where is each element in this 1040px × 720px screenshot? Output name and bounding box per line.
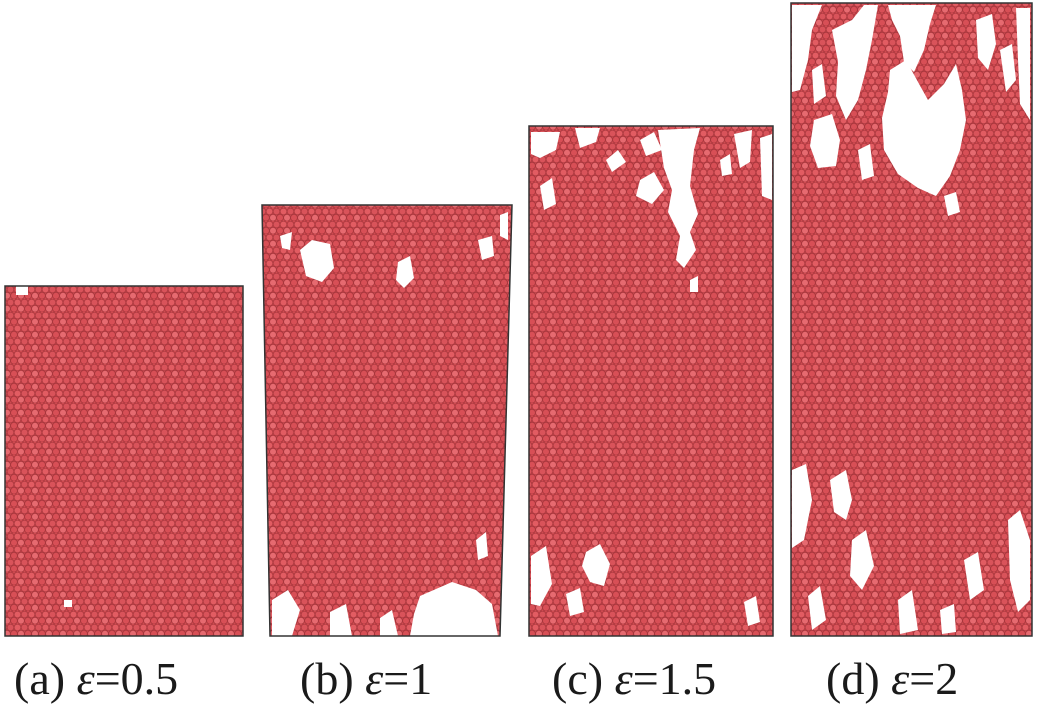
panel-c — [528, 125, 774, 637]
panel-a-caption-prefix: (a) — [14, 653, 77, 704]
panel-a-caption-symbol: ε — [76, 653, 95, 704]
panel-d-caption: (d) ε=2 — [826, 656, 958, 702]
panel-d-caption-symbol: ε — [891, 653, 910, 704]
panel-c-frame — [528, 125, 774, 637]
panel-d-frame — [790, 2, 1033, 637]
panel-d-caption-value: =2 — [909, 653, 959, 704]
panel-b-caption-symbol: ε — [365, 653, 384, 704]
panel-c-caption-symbol: ε — [614, 653, 633, 704]
panel-c-caption: (c) ε=1.5 — [552, 656, 716, 702]
panel-b-caption-prefix: (b) — [300, 653, 366, 704]
panel-a-particles — [5, 286, 243, 636]
panel-b-caption: (b) ε=1 — [300, 656, 432, 702]
panel-c-particles — [529, 126, 773, 636]
panel-c-caption-value: =1.5 — [632, 653, 717, 704]
panel-d-caption-prefix: (d) — [826, 653, 892, 704]
panel-b-particles — [262, 205, 512, 636]
panel-b — [261, 204, 513, 637]
panel-a — [4, 285, 244, 637]
panel-a-caption: (a) ε=0.5 — [14, 656, 178, 702]
panel-d — [790, 2, 1033, 637]
panel-a-caption-value: =0.5 — [94, 653, 179, 704]
panel-b-frame — [261, 204, 513, 637]
panel-c-caption-prefix: (c) — [552, 653, 615, 704]
panel-b-caption-value: =1 — [383, 653, 433, 704]
panel-a-frame — [4, 285, 244, 637]
